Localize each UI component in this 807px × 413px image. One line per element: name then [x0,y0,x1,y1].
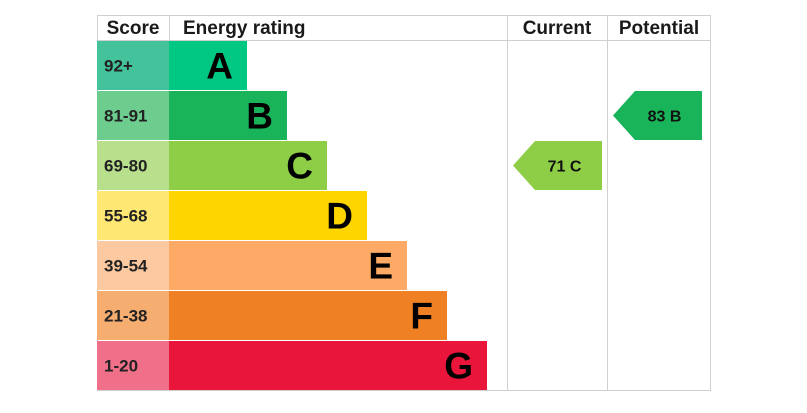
potential-arrow [613,91,702,140]
potential-rating-label: 83 B [648,109,682,126]
rating-letter-a: A [206,46,233,87]
rating-letter-f: F [410,296,433,337]
rating-arrows: 71 C 83 B [513,91,702,190]
score-cell-f [97,291,169,340]
score-cell-g [97,341,169,390]
rating-letter-d: D [326,196,353,237]
header-energy-rating: Energy rating [183,18,305,39]
rating-bar-f [169,291,447,340]
score-label-a: 92+ [104,57,133,76]
score-label-f: 21-38 [104,307,147,326]
score-label-e: 39-54 [104,257,148,276]
header-potential: Potential [619,18,699,39]
rating-letter-c: C [286,146,313,187]
rating-bar-g [169,341,487,390]
score-cell-e [97,241,169,290]
header-current: Current [523,18,592,39]
score-cell-a [97,41,169,90]
rating-bar-c [169,141,327,190]
score-cell-b [97,91,169,140]
score-cell-c [97,141,169,190]
rating-letter-e: E [368,246,393,287]
score-label-d: 55-68 [104,207,147,226]
score-label-g: 1-20 [104,357,138,376]
score-label-b: 81-91 [104,107,147,126]
current-arrow [513,141,602,190]
score-cell-d [97,191,169,240]
current-rating-label: 71 C [548,159,582,176]
rating-bar-a [169,41,247,90]
rating-bar-b [169,91,287,140]
rating-bands: 92+ A 81-91 B 69-80 C 55-68 D 39-54 E 21-38 F 1-20 G [97,41,487,390]
header-score: Score [107,18,160,39]
score-label-c: 69-80 [104,157,147,176]
rating-letter-g: G [444,346,473,387]
rating-bar-d [169,191,367,240]
rating-bar-e [169,241,407,290]
rating-letter-b: B [246,96,273,137]
